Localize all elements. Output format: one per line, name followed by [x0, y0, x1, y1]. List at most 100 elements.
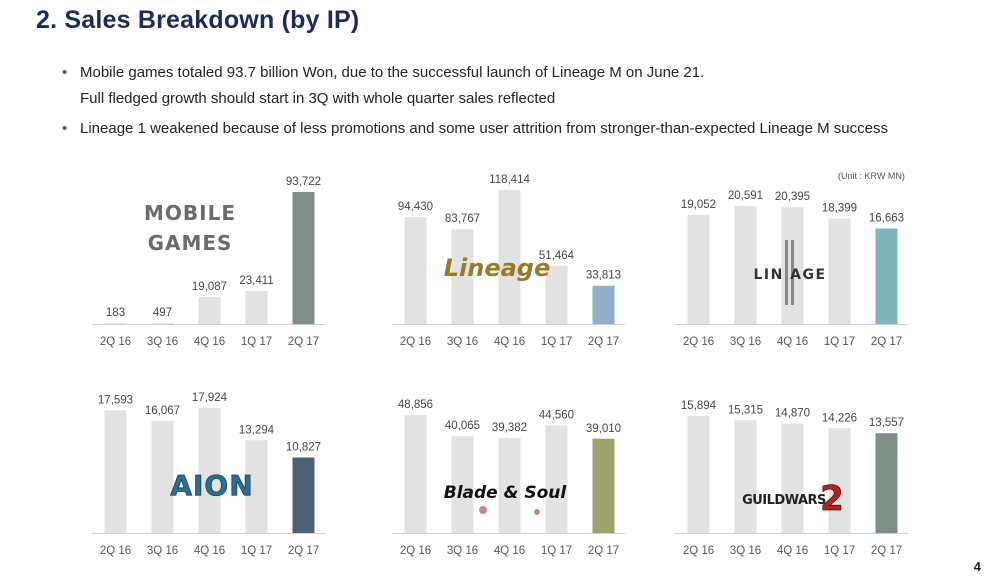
chart-panel: 183 2Q 16 497 3Q 16 19,087 4Q 16 23,411 1Q 17 93… [92, 176, 325, 348]
data-label: 13,294 [239, 424, 275, 436]
page-title: 2. Sales Breakdown (by IP) [36, 6, 360, 34]
data-label: 14,226 [822, 412, 857, 424]
bar [404, 217, 427, 324]
bullet-list: Mobile games totaled 93.7 billion Won, d… [62, 60, 992, 142]
category-label: 2Q 17 [288, 336, 319, 348]
data-label: 15,894 [681, 400, 717, 412]
data-label: 93,722 [286, 176, 321, 188]
blade-and-soul-logo-splash [479, 506, 487, 514]
bar [498, 190, 521, 324]
category-label: 2Q 16 [400, 336, 431, 348]
bullet-text-continued: Full fledged growth should start in 3Q w… [80, 90, 556, 107]
category-label: 3Q 16 [730, 545, 761, 557]
bar [451, 436, 474, 533]
lineage2-logo-bar [785, 240, 788, 305]
blade-and-soul-logo-splash [534, 509, 540, 515]
bar [687, 214, 710, 324]
data-label: 33,813 [586, 270, 621, 282]
bar [545, 425, 568, 533]
bullet-item: Mobile games totaled 93.7 billion Won, d… [62, 60, 992, 112]
data-label: 19,087 [192, 281, 227, 293]
guild-wars-2-logo: GUILDWARS [742, 493, 826, 508]
category-label: 1Q 17 [241, 336, 272, 348]
bar [292, 457, 315, 533]
category-label: 2Q 16 [100, 336, 131, 348]
bar [245, 440, 268, 533]
category-label: 2Q 16 [683, 545, 714, 557]
data-label: 51,464 [539, 250, 575, 262]
data-label: 118,414 [489, 174, 530, 186]
bar [734, 420, 757, 533]
bullet-text: Mobile games totaled 93.7 billion Won, d… [80, 64, 705, 81]
bar [498, 437, 521, 533]
category-label: 1Q 17 [824, 336, 855, 348]
data-label: 20,591 [728, 190, 763, 202]
data-label: 23,411 [239, 275, 273, 287]
mobile-games-logo: GAMES [148, 231, 233, 255]
data-label: 10,827 [286, 441, 321, 453]
category-label: 1Q 17 [541, 545, 572, 557]
bar [151, 323, 174, 324]
bar [104, 410, 127, 533]
data-label: 13,557 [869, 417, 904, 429]
category-label: 2Q 16 [683, 336, 714, 348]
lineage2-logo: LIN AGE [753, 267, 826, 283]
category-label: 1Q 17 [541, 336, 572, 348]
bar [198, 408, 221, 533]
chart-panel: 19,052 2Q 16 20,591 3Q 16 20,395 4Q 16 18,399 1… [675, 190, 908, 348]
blade-and-soul-logo: Blade & Soul [444, 483, 568, 503]
bar [592, 285, 615, 324]
bar [198, 297, 221, 324]
category-label: 4Q 16 [194, 545, 225, 557]
category-label: 1Q 17 [241, 545, 272, 557]
data-label: 497 [153, 307, 172, 319]
mobile-games-logo: MOBILE [144, 201, 236, 225]
data-label: 17,593 [98, 394, 133, 406]
bar [687, 416, 710, 533]
category-label: 4Q 16 [194, 336, 225, 348]
category-label: 4Q 16 [777, 545, 808, 557]
category-label: 3Q 16 [447, 336, 478, 348]
bar [734, 206, 757, 324]
data-label: 17,924 [192, 392, 228, 404]
category-label: 3Q 16 [730, 336, 761, 348]
category-label: 3Q 16 [147, 336, 178, 348]
bar [875, 228, 898, 324]
data-label: 39,010 [586, 423, 621, 435]
data-label: 15,315 [728, 404, 763, 416]
bar [104, 323, 127, 324]
data-label: 83,767 [445, 213, 480, 225]
data-label: 16,663 [869, 213, 904, 225]
chart-panel: 15,894 2Q 16 15,315 3Q 16 14,870 4Q 16 14,226 1… [675, 400, 908, 557]
category-label: 2Q 17 [871, 336, 902, 348]
chart-panel: 94,430 2Q 16 83,767 3Q 16 118,414 4Q 16 51,464… [392, 174, 625, 348]
category-label: 2Q 17 [588, 336, 619, 348]
category-label: 3Q 16 [447, 545, 478, 557]
bar [404, 415, 427, 533]
bar [828, 218, 851, 324]
chart-panel: 17,593 2Q 16 16,067 3Q 16 17,924 4Q 16 13,294 1… [92, 392, 325, 557]
category-label: 2Q 16 [100, 545, 131, 557]
data-label: 18,399 [822, 203, 857, 215]
data-label: 183 [106, 307, 125, 319]
bar [781, 423, 804, 533]
lineage2-logo-bar [791, 240, 794, 305]
bar [828, 428, 851, 533]
bar [451, 229, 474, 324]
bar [545, 265, 568, 324]
data-label: 19,052 [681, 199, 716, 211]
bullet-item: Lineage 1 weakened because of less promo… [62, 116, 992, 142]
category-label: 2Q 17 [871, 545, 902, 557]
data-label: 14,870 [775, 408, 810, 420]
page-number: 4 [973, 559, 981, 574]
data-label: 20,395 [775, 191, 810, 203]
category-label: 1Q 17 [824, 545, 855, 557]
bar [245, 291, 268, 324]
bar [875, 433, 898, 533]
bar [292, 192, 315, 324]
data-label: 39,382 [492, 422, 527, 434]
guild-wars-2-logo-numeral: 2 [820, 479, 844, 519]
bullet-text: Lineage 1 weakened because of less promo… [80, 120, 888, 137]
data-label: 16,067 [145, 405, 180, 417]
